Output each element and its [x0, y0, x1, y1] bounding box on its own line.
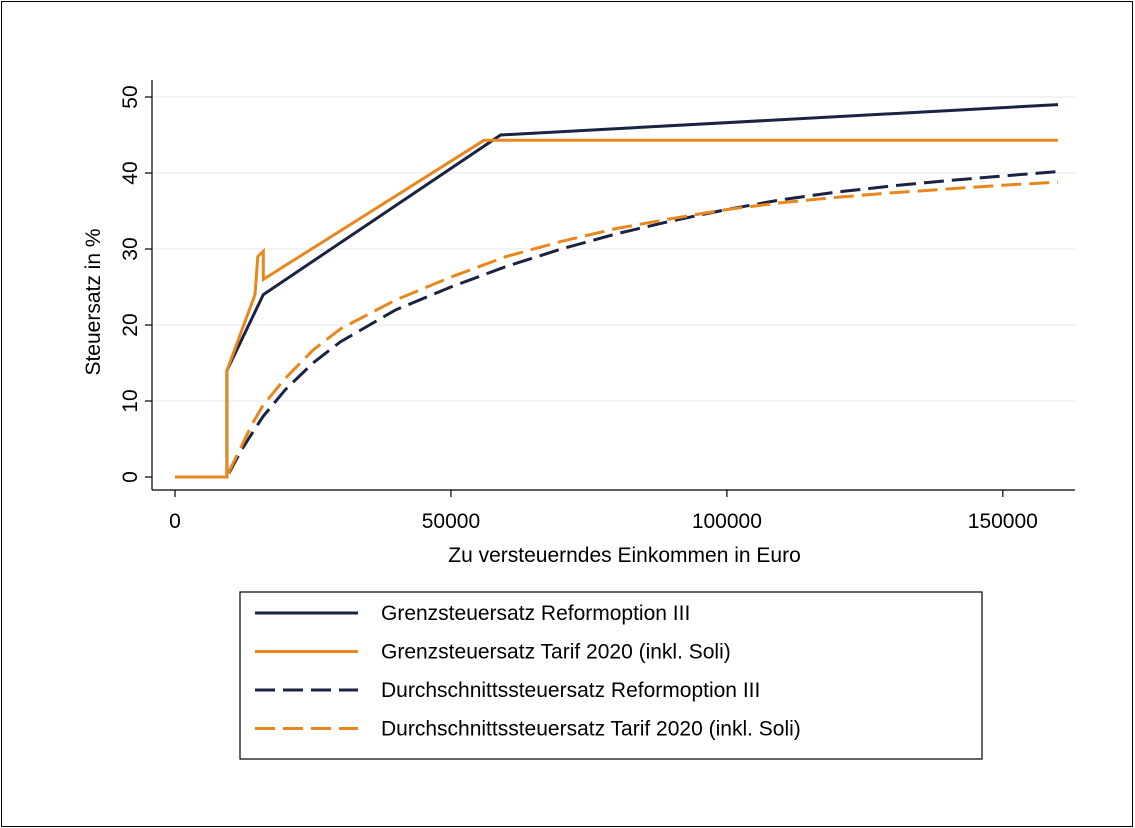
legend-box [239, 591, 983, 760]
series-line-4 [175, 180, 1059, 479]
x-tick-label: 100000 [692, 510, 762, 533]
legend-label-3: Durchschnittssteuersatz Reformoption III [381, 679, 760, 702]
x-tick-label: 50000 [422, 510, 480, 533]
y-tick-label: 30 [119, 237, 142, 260]
y-tick-label: 10 [119, 389, 142, 412]
series-line-1 [175, 103, 1059, 479]
legend-label-2: Grenzsteuersatz Tarif 2020 (inkl. Soli) [381, 641, 731, 664]
x-axis-title: Zu versteuerndes Einkommen in Euro [448, 544, 801, 567]
axes: 0 10 20 30 40 50 0 50000 100000 150000 [119, 80, 1075, 533]
grid-lines [152, 96, 1075, 402]
legend: Grenzsteuersatz Reformoption III Grenzste… [239, 591, 983, 760]
y-tick-label: 20 [119, 313, 142, 336]
legend-label-4: Durchschnittssteuersatz Tarif 2020 (inkl… [381, 718, 801, 741]
y-axis-title: Steuersatz in % [82, 228, 105, 375]
legend-label-1: Grenzsteuersatz Reformoption III [381, 602, 690, 625]
series-lines [175, 103, 1059, 479]
series-line-3 [175, 170, 1059, 479]
x-tick-label: 150000 [968, 510, 1038, 533]
series-line-2 [175, 138, 1058, 479]
y-tick-label: 0 [119, 471, 142, 483]
y-tick-label: 50 [119, 85, 142, 108]
y-tick-label: 40 [119, 161, 142, 184]
x-tick-label: 0 [169, 510, 181, 533]
